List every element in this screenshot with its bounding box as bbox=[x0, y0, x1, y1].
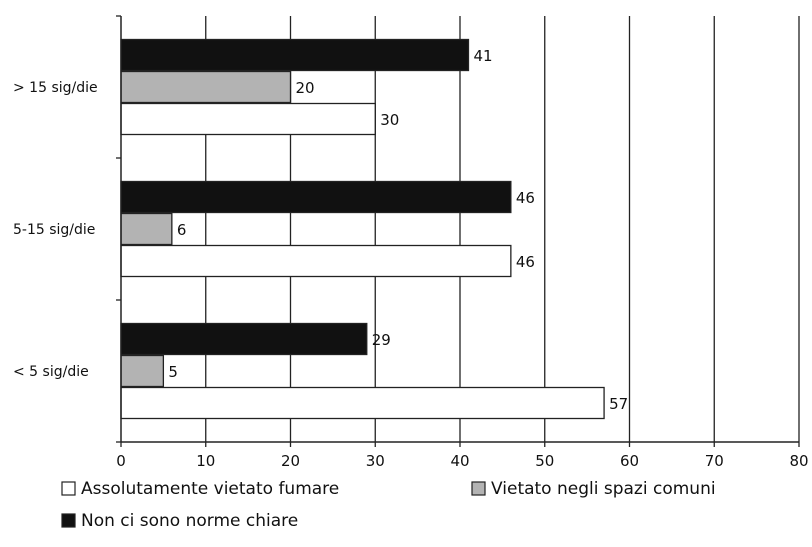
category-labels: > 15 sig/die 5-15 sig/die < 5 sig/die bbox=[13, 80, 98, 380]
data-label-assolutamente-vietato-fumare-1: 46 bbox=[516, 253, 535, 271]
bar-vietato-negli-spazi-comuni-2 bbox=[120, 354, 165, 388]
data-label-non-ci-sono-norme-chiare-0: 41 bbox=[473, 47, 492, 65]
bar-vietato-negli-spazi-comuni-1 bbox=[120, 212, 173, 246]
x-tick-label-30: 30 bbox=[366, 452, 385, 470]
legend: Assolutamente vietato fumare Vietato negl… bbox=[61, 479, 716, 531]
legend-swatch-non-ci-sono-norme-chiare bbox=[61, 513, 76, 528]
legend-swatch-assolutamente-vietato-fumare bbox=[61, 481, 76, 496]
x-tick-label-60: 60 bbox=[620, 452, 639, 470]
x-tick-label-40: 40 bbox=[450, 452, 469, 470]
data-label-vietato-negli-spazi-comuni-0: 20 bbox=[296, 79, 315, 97]
bar-non-ci-sono-norme-chiare-2 bbox=[120, 322, 368, 356]
data-label-assolutamente-vietato-fumare-0: 30 bbox=[380, 111, 399, 129]
legend-label-assolutamente-vietato-fumare: Assolutamente vietato fumare bbox=[81, 479, 339, 499]
x-tick-label-50: 50 bbox=[535, 452, 554, 470]
data-label-vietato-negli-spazi-comuni-2: 5 bbox=[168, 363, 178, 381]
data-label-non-ci-sono-norme-chiare-2: 29 bbox=[372, 331, 391, 349]
x-tick-label-20: 20 bbox=[281, 452, 300, 470]
x-tick-label-80: 80 bbox=[789, 452, 808, 470]
data-label-vietato-negli-spazi-comuni-1: 6 bbox=[177, 221, 187, 239]
bar-vietato-negli-spazi-comuni-0 bbox=[120, 70, 292, 104]
bar-non-ci-sono-norme-chiare-1 bbox=[120, 180, 512, 214]
bar-assolutamente-vietato-fumare-0 bbox=[120, 102, 376, 136]
legend-label-non-ci-sono-norme-chiare: Non ci sono norme chiare bbox=[81, 511, 298, 531]
legend-swatch-vietato-negli-spazi-comuni bbox=[471, 481, 486, 496]
category-label-0: > 15 sig/die bbox=[13, 80, 98, 96]
axes: 0 10 20 30 40 50 60 70 80 bbox=[116, 15, 809, 470]
legend-label-vietato-negli-spazi-comuni: Vietato negli spazi comuni bbox=[491, 479, 716, 499]
x-tick-label-0: 0 bbox=[116, 452, 126, 470]
bar-assolutamente-vietato-fumare-1 bbox=[120, 244, 512, 278]
x-tick-label-70: 70 bbox=[705, 452, 724, 470]
category-label-2: < 5 sig/die bbox=[13, 364, 89, 380]
bars: 41 20 30 46 6 46 29 5 57 bbox=[120, 38, 628, 420]
x-tick-label-10: 10 bbox=[196, 452, 215, 470]
category-label-1: 5-15 sig/die bbox=[13, 222, 95, 238]
data-label-assolutamente-vietato-fumare-2: 57 bbox=[609, 395, 628, 413]
data-label-non-ci-sono-norme-chiare-1: 46 bbox=[516, 189, 535, 207]
bar-non-ci-sono-norme-chiare-0 bbox=[120, 38, 470, 72]
bar-assolutamente-vietato-fumare-2 bbox=[120, 386, 605, 420]
